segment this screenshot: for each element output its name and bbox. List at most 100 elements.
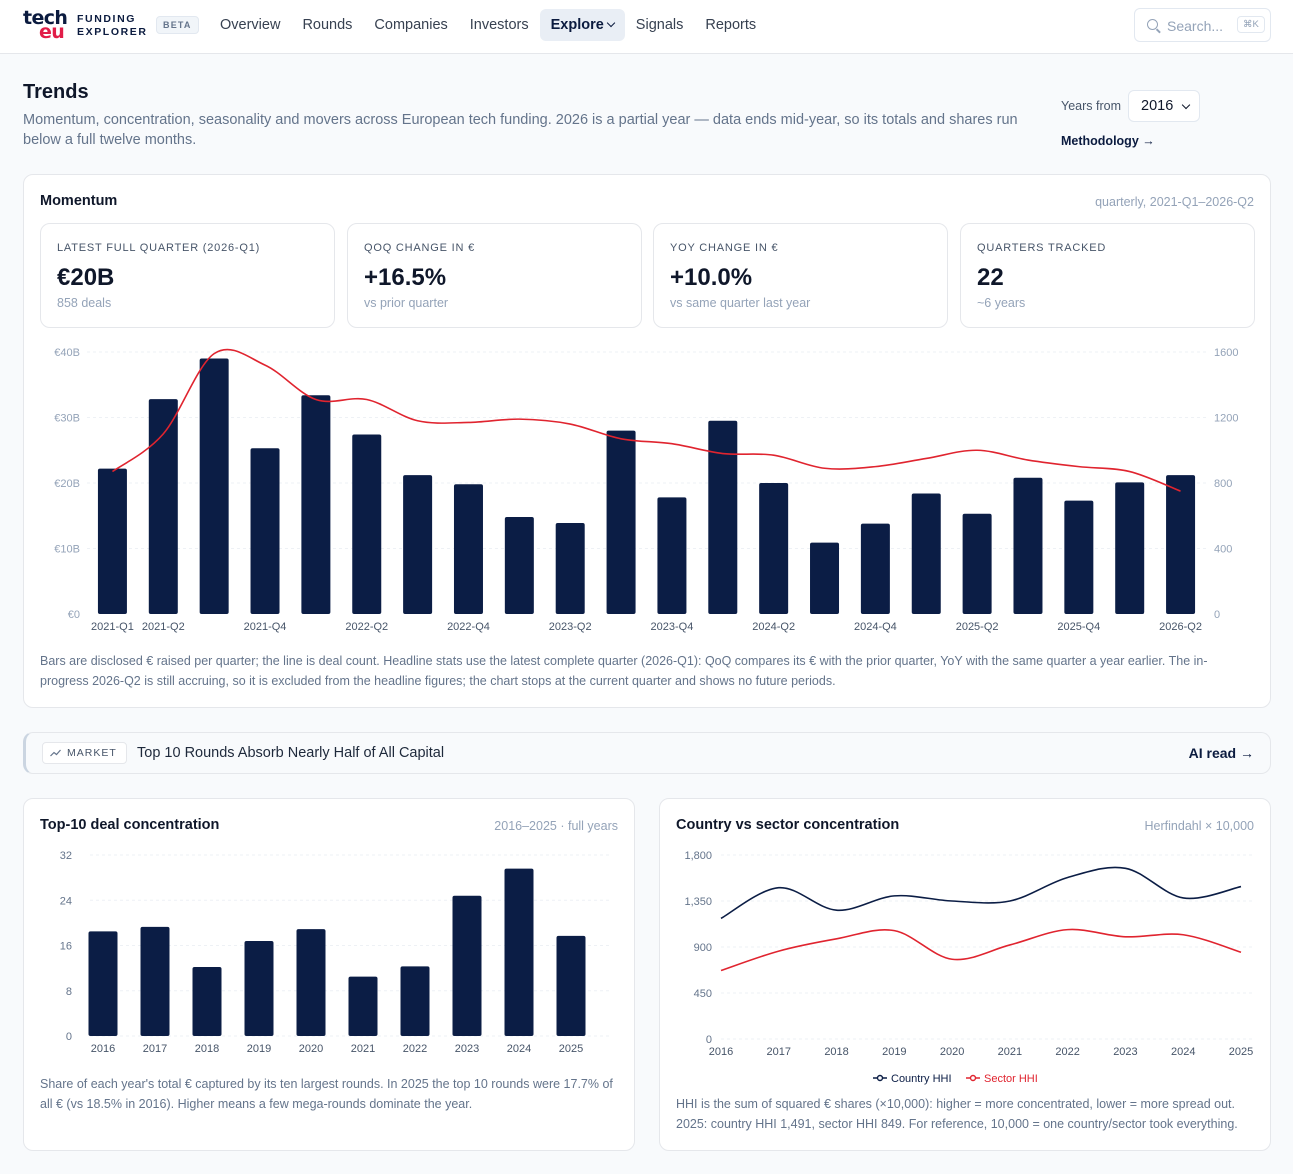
nav-explore[interactable]: Explore	[539, 9, 625, 41]
bar-2023-Q1	[504, 517, 534, 614]
hhi-note: HHI is the sum of squared € shares (×10,…	[676, 1097, 1238, 1131]
kpi-latest-quarter: LATEST FULL QUARTER (2026-Q1) €20B 858 d…	[40, 223, 335, 328]
bar-2022-Q3	[403, 475, 433, 614]
bar-2025-Q4	[1064, 500, 1094, 614]
x-tick-label: 2017	[767, 1046, 791, 1058]
bar-2017	[140, 926, 170, 1036]
top10-title: Top-10 deal concentration	[40, 817, 220, 833]
legend-marker	[876, 1074, 884, 1082]
y-left-tick-label: €0	[68, 609, 80, 621]
x-tick-label: 2017	[143, 1043, 167, 1055]
bar-2020	[296, 929, 326, 1036]
momentum-card: Momentum quarterly, 2021-Q1–2026-Q2 LATE…	[23, 174, 1271, 708]
insight-tag: MARKET	[42, 742, 127, 764]
kpi-label: QOQ CHANGE IN €	[364, 242, 476, 254]
bar-2019	[244, 940, 274, 1036]
y-right-tick-label: 1200	[1214, 413, 1238, 425]
x-tick-label: 2025	[559, 1043, 583, 1055]
kpi-quarters-tracked: QUARTERS TRACKED 22 ~6 years	[960, 223, 1255, 328]
kpi-qoq-change: QOQ CHANGE IN € +16.5% vs prior quarter	[347, 223, 642, 328]
page-description: Momentum, concentration, seasonality and…	[23, 112, 1018, 148]
bar-2022-Q1	[301, 395, 331, 614]
search-input[interactable]	[1167, 17, 1233, 35]
x-tick-label: 2025-Q2	[956, 621, 999, 633]
bar-2021-Q2	[148, 399, 178, 614]
x-tick-label: 2022	[403, 1043, 427, 1055]
y-tick-label: 8	[66, 986, 72, 998]
ai-read-link[interactable]: AI read →	[1188, 745, 1254, 761]
bar-2025-Q1	[911, 493, 941, 614]
momentum-note: Bars are disclosed € raised per quarter;…	[40, 654, 1208, 688]
kpi-label: QUARTERS TRACKED	[977, 242, 1107, 254]
keyboard-shortcut-badge: ⌘K	[1237, 16, 1265, 33]
deal-count-line	[111, 348, 1181, 492]
x-tick-label: 2023-Q4	[651, 621, 694, 633]
chevron-down-icon	[1181, 100, 1191, 110]
y-left-tick-label: €10B	[54, 544, 80, 556]
x-tick-label: 2025	[1229, 1046, 1253, 1058]
x-tick-label: 2022	[1055, 1046, 1079, 1058]
nav-rounds[interactable]: Rounds	[302, 17, 353, 33]
bar-2021-Q1	[97, 468, 127, 614]
hhi-meta: Herfindahl × 10,000	[1144, 819, 1254, 833]
x-tick-label: 2021-Q4	[244, 621, 287, 633]
y-tick-label: 0	[66, 1031, 72, 1043]
x-tick-label: 2024-Q4	[854, 621, 897, 633]
years-from-value: 2016	[1141, 98, 1174, 114]
search-box[interactable]: ⌘K	[1134, 8, 1271, 42]
brand-line-2: EXPLORER	[77, 25, 148, 38]
bar-2024-Q2	[759, 483, 789, 614]
x-tick-label: 2016	[91, 1043, 115, 1055]
y-tick-label: 32	[60, 850, 72, 862]
product-name: FUNDING EXPLORER	[77, 13, 148, 38]
y-tick-label: 0	[706, 1034, 712, 1046]
top10-meta: 2016–2025 · full years	[494, 819, 618, 833]
nav-overview[interactable]: Overview	[220, 17, 281, 33]
y-tick-label: 1,800	[684, 850, 712, 862]
top10-chart: 0 8 16 24 32 2016 2017 2018 2019 2020 2021 2022 2023…	[60, 850, 610, 1055]
series-line-sector	[720, 928, 1242, 972]
bar-2023-Q2	[555, 522, 585, 614]
nav-explore-label: Explore	[550, 17, 604, 33]
years-from-label: Years from	[1061, 99, 1121, 113]
kpi-subtext: vs same quarter last year	[670, 296, 811, 310]
x-tick-label: 2021-Q1	[91, 621, 134, 633]
y-tick-label: 450	[694, 988, 712, 1000]
series-line-country	[720, 866, 1242, 920]
y-tick-label: 1,350	[684, 896, 712, 908]
hhi-chart: 0 450 900 1,350 1,800 2016 2017 2018 2019 2020 202…	[684, 850, 1254, 1085]
bar-2022-Q4	[453, 484, 483, 614]
x-tick-label: 2020	[940, 1046, 964, 1058]
years-from-select[interactable]: 2016	[1128, 90, 1200, 122]
insight-headline: Top 10 Rounds Absorb Nearly Half of All …	[137, 745, 445, 761]
x-tick-label: 2023-Q2	[549, 621, 592, 633]
bar-2021	[348, 976, 378, 1036]
bar-2021-Q3	[199, 358, 229, 614]
y-right-tick-label: 800	[1214, 478, 1232, 490]
bar-2026-Q1	[1115, 482, 1145, 614]
tech-eu-logo[interactable]: tech eu	[23, 9, 68, 42]
y-tick-label: 16	[60, 941, 72, 953]
nav-investors[interactable]: Investors	[469, 17, 529, 33]
bar-2016	[88, 931, 118, 1036]
x-tick-label: 2016	[709, 1046, 733, 1058]
nav-signals[interactable]: Signals	[635, 17, 684, 33]
trend-up-icon	[50, 749, 61, 757]
x-tick-label: 2021	[998, 1046, 1022, 1058]
kpi-label: YOY CHANGE IN €	[670, 242, 779, 254]
x-tick-label: 2021-Q2	[142, 621, 185, 633]
methodology-link[interactable]: Methodology →	[1061, 134, 1155, 148]
insight-banner[interactable]: MARKET Top 10 Rounds Absorb Nearly Half …	[23, 732, 1271, 774]
momentum-meta: quarterly, 2021-Q1–2026-Q2	[1095, 195, 1254, 209]
kpi-value: +10.0%	[670, 264, 753, 291]
x-tick-label: 2025-Q4	[1057, 621, 1100, 633]
x-tick-label: 2024-Q2	[752, 621, 795, 633]
y-tick-label: 900	[694, 942, 712, 954]
y-right-tick-label: 0	[1214, 609, 1220, 621]
bar-2026-Q2	[1166, 475, 1196, 614]
x-tick-label: 2019	[882, 1046, 906, 1058]
legend-marker	[969, 1074, 977, 1082]
nav-reports[interactable]: Reports	[705, 17, 757, 33]
nav-companies[interactable]: Companies	[374, 17, 448, 33]
x-tick-label: 2023	[455, 1043, 479, 1055]
